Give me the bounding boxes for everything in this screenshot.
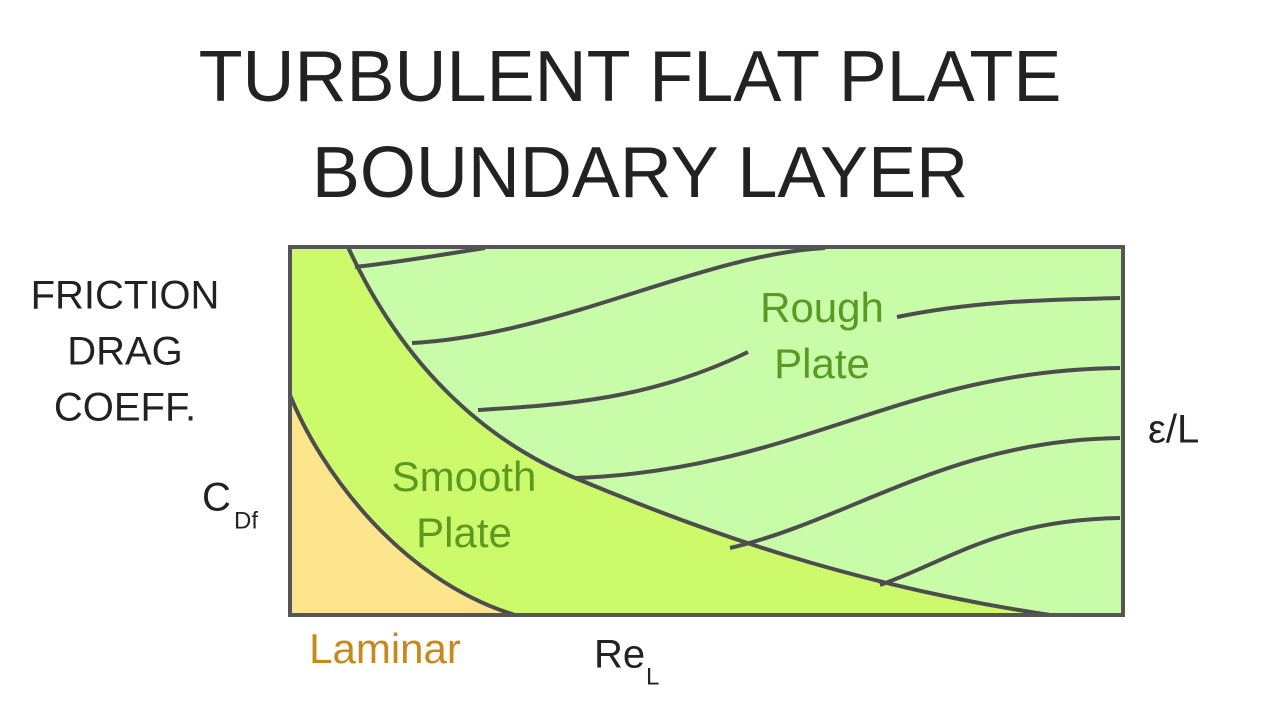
smooth-region — [290, 247, 1050, 615]
rough-label: Plate — [774, 340, 870, 387]
rough-curve — [354, 246, 486, 269]
y-axis-label: COEFF. — [54, 386, 196, 430]
rough-curve — [729, 436, 1121, 550]
rough-curve — [574, 366, 1121, 480]
rough-curve — [896, 296, 1121, 319]
rough-curve — [477, 350, 749, 412]
y-axis-label: DRAG — [67, 330, 183, 374]
y-axis-label: FRICTION — [31, 274, 220, 318]
roughness-label: ε/L — [1148, 408, 1199, 452]
roughness-curves — [354, 246, 1121, 587]
title-line: BOUNDARY LAYER — [312, 133, 968, 213]
smooth-label: Plate — [416, 509, 512, 556]
rough-label: Rough — [760, 284, 884, 331]
plot-frame — [288, 245, 1125, 617]
smooth-label: Smooth — [392, 453, 537, 500]
rough-curve — [879, 516, 1121, 587]
laminar-curve — [288, 394, 516, 617]
x-subscript: L — [646, 663, 659, 690]
y-subscript: Df — [234, 507, 258, 534]
rough-curve — [411, 246, 826, 345]
y-symbol: C — [202, 476, 231, 520]
x-symbol: Re — [594, 633, 645, 677]
title-line: TURBULENT FLAT PLATE — [199, 37, 1062, 117]
laminar-label: Laminar — [309, 625, 461, 672]
laminar-region — [290, 395, 515, 615]
